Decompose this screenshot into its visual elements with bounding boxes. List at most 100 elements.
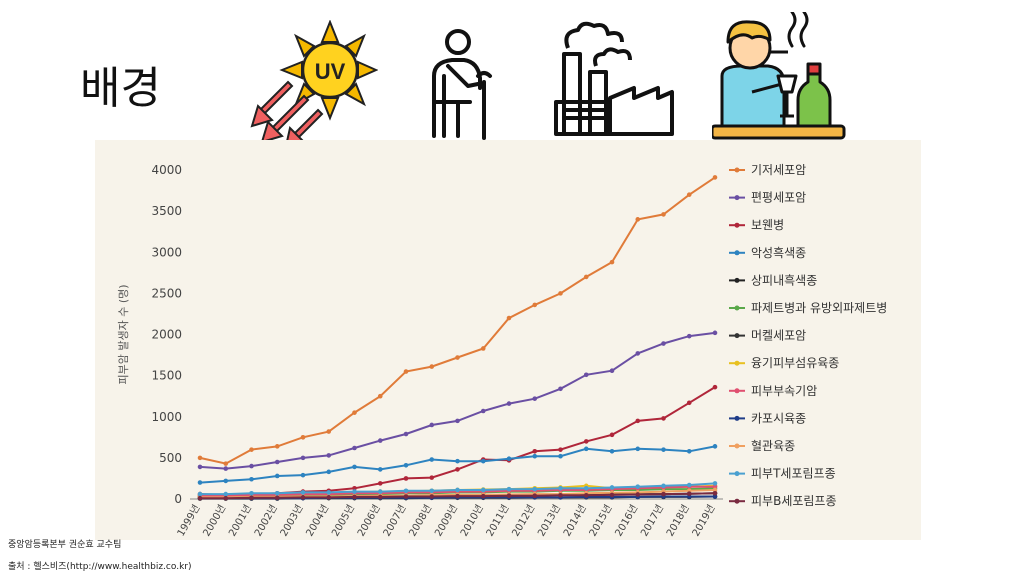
x-tick-label: 2000년 (201, 503, 229, 539)
data-point (712, 484, 718, 489)
smoking-drinking-person-icon (712, 12, 846, 140)
data-point (558, 291, 563, 296)
data-point (403, 488, 409, 494)
data-point (558, 386, 563, 392)
data-point (249, 447, 254, 452)
data-point (609, 485, 615, 490)
legend-label: 피부T세포림프종 (751, 467, 836, 481)
data-point (274, 490, 280, 496)
data-point (686, 491, 692, 496)
data-point (300, 435, 306, 440)
data-point (377, 494, 383, 500)
x-tick-label: 2018년 (664, 503, 692, 539)
y-tick-label: 2500 (151, 286, 182, 300)
x-tick-label: 2005년 (329, 503, 357, 539)
legend-marker (734, 471, 740, 477)
legend-marker (734, 195, 740, 201)
data-point (686, 400, 692, 406)
legend-label: 융기피부섬유육종 (751, 356, 839, 370)
data-point (635, 217, 641, 222)
data-point (377, 489, 383, 494)
data-point (455, 487, 460, 493)
data-point (377, 467, 383, 472)
factory-icon (554, 21, 674, 136)
data-point (712, 444, 718, 449)
data-point (558, 447, 563, 452)
data-point (197, 455, 203, 461)
data-point (249, 476, 254, 482)
legend-label: 기저세포암 (751, 163, 806, 177)
data-point (532, 396, 538, 401)
x-tick-label: 2019년 (690, 503, 718, 539)
x-tick-label: 1999년 (175, 503, 203, 539)
x-tick-label: 2002년 (252, 503, 280, 539)
data-point (352, 445, 357, 451)
data-point (532, 448, 538, 454)
data-point (661, 416, 666, 421)
data-point (223, 461, 229, 466)
slide-title: 배경 (80, 63, 161, 114)
data-point (712, 494, 718, 499)
data-point (429, 475, 435, 480)
source-site-note: 출처 : 헬스비즈(http://www.healthbiz.co.kr) (8, 562, 192, 572)
data-point (300, 490, 306, 495)
data-point (197, 464, 203, 470)
legend-label: 혈관육종 (751, 439, 795, 453)
legend-marker (734, 277, 740, 283)
legend-label: 파제트병과 유방외파제트병 (751, 301, 887, 315)
source-team-note: 중앙암등록본부 권순효 교수팀 (8, 540, 122, 550)
data-point (712, 384, 718, 390)
data-point (532, 453, 538, 459)
chart-panel: 피부암 발생자 수 (명) 0 500 1000 1500 2000 2500 3000 350… (95, 140, 921, 540)
x-tick-label: 2012년 (510, 503, 538, 539)
x-tick-label: 2014년 (561, 503, 589, 539)
y-tick-label: 3500 (151, 204, 182, 218)
legend-label: 카포시육종 (751, 411, 806, 425)
legend-label: 악성흑색종 (751, 246, 806, 260)
legend-marker (734, 333, 740, 339)
data-point (712, 487, 718, 493)
data-point (661, 447, 666, 452)
data-point (403, 369, 409, 374)
x-tick-label: 2011년 (484, 503, 512, 539)
data-point (403, 494, 409, 499)
data-point (661, 212, 666, 217)
data-point (609, 368, 615, 373)
y-tick-label: 0 (174, 492, 182, 506)
data-point (558, 453, 563, 459)
data-point (429, 488, 435, 494)
data-point (429, 494, 435, 499)
data-point (686, 482, 692, 488)
data-point (249, 463, 254, 469)
data-point (455, 493, 460, 499)
x-tick-label: 2017년 (638, 503, 666, 539)
uv-label: UV (315, 59, 346, 84)
data-point (274, 495, 280, 501)
data-point (661, 483, 666, 489)
data-point (223, 491, 229, 497)
legend-marker (734, 222, 740, 228)
data-point (300, 455, 306, 461)
data-point (506, 456, 512, 461)
legend-label: 피부B세포림프종 (751, 494, 837, 508)
y-tick-label: 3000 (151, 245, 182, 259)
data-point (377, 393, 383, 399)
data-point (558, 486, 563, 491)
data-point (197, 480, 203, 485)
y-tick-label: 1500 (151, 369, 182, 383)
legend-label: 보웬병 (751, 218, 784, 232)
data-point (403, 462, 409, 468)
data-point (635, 492, 641, 497)
data-point (377, 481, 383, 486)
legend-marker (734, 250, 740, 256)
x-tick-label: 2013년 (535, 503, 563, 539)
data-point (532, 302, 538, 308)
x-tick-label: 2001년 (226, 503, 254, 539)
x-tick-label: 2007년 (381, 503, 409, 539)
data-point (686, 333, 692, 339)
uv-sun-icon: UV (250, 20, 378, 145)
data-point (480, 408, 486, 414)
data-point (326, 490, 332, 495)
data-point (635, 351, 641, 356)
data-point (300, 472, 306, 478)
